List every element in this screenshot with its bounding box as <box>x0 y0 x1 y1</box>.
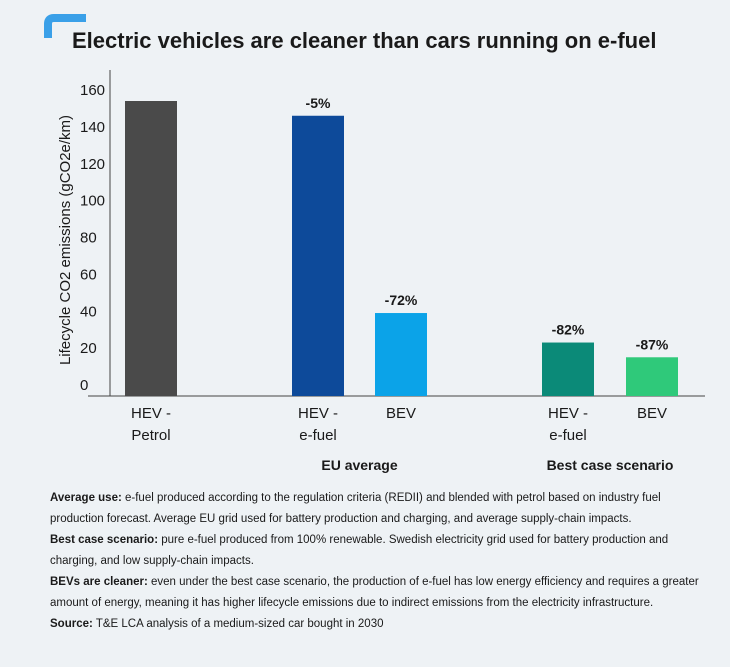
y-tick-label: 40 <box>80 303 97 320</box>
chart-title: Electric vehicles are cleaner than cars … <box>72 28 656 53</box>
x-tick-label: HEV - <box>131 405 171 422</box>
note: BEVs are cleaner: even under the best ca… <box>50 572 715 614</box>
x-tick-label: BEV <box>637 405 667 422</box>
note-label: BEVs are cleaner: <box>50 576 148 588</box>
y-tick-label: 0 <box>80 377 88 394</box>
x-tick-label: HEV - <box>298 405 338 422</box>
y-tick-label: 60 <box>80 266 97 283</box>
note-text: T&E LCA analysis of a medium-sized car b… <box>95 618 384 630</box>
bar-annotation: -5% <box>306 95 331 111</box>
bar <box>125 101 177 396</box>
x-tick-label: BEV <box>386 405 416 422</box>
bar-annotation: -72% <box>385 292 418 308</box>
y-tick-label: 120 <box>80 156 105 173</box>
note-label: Best case scenario: <box>50 534 159 546</box>
note-text: e-fuel produced according to the regulat… <box>50 492 661 525</box>
bar-annotation: -87% <box>636 336 669 352</box>
y-axis-label: Lifecycle CO2 emissions (gCO2e/km) <box>57 115 74 365</box>
bar <box>542 342 594 396</box>
group-label: EU average <box>321 457 397 473</box>
x-tick-label: e-fuel <box>549 427 587 444</box>
x-tick-label: Petrol <box>131 427 170 444</box>
note-text: even under the best case scenario, the p… <box>50 576 699 609</box>
title-icon <box>44 14 86 38</box>
note: Source: T&E LCA analysis of a medium-siz… <box>50 614 715 635</box>
x-tick-label: HEV - <box>548 405 588 422</box>
note-text: pure e-fuel produced from 100% renewable… <box>50 534 669 567</box>
chart: Electric vehicles are cleaner than cars … <box>44 14 705 473</box>
y-tick-label: 100 <box>80 193 105 210</box>
group-label: Best case scenario <box>547 457 674 473</box>
y-tick-label: 140 <box>80 119 105 136</box>
bar <box>626 357 678 396</box>
note: Best case scenario: pure e-fuel produced… <box>50 530 715 572</box>
y-tick-label: 80 <box>80 230 97 247</box>
x-tick-label: e-fuel <box>299 427 337 444</box>
bar <box>375 313 427 396</box>
bar <box>292 115 344 396</box>
bar-annotation: -82% <box>552 322 585 338</box>
note-label: Source: <box>50 618 93 630</box>
note: Average use: e-fuel produced according t… <box>50 488 715 530</box>
notes: Average use: e-fuel produced according t… <box>50 488 715 635</box>
y-tick-label: 20 <box>80 340 97 357</box>
note-label: Average use: <box>50 492 122 504</box>
y-tick-label: 160 <box>80 82 105 99</box>
